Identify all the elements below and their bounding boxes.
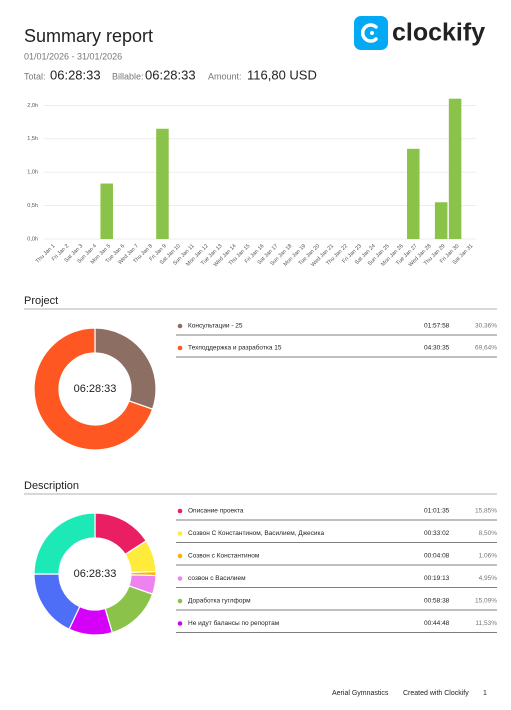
row-duration: 00:19:13 [424, 575, 450, 582]
legend-dot [177, 531, 183, 536]
legend-dot [177, 508, 183, 514]
legend-dot [177, 323, 183, 329]
footer-workspace: Aerial Gymnastics [332, 690, 389, 697]
report-title: Summary report [24, 26, 153, 46]
billable-value: 06:28:33 [145, 67, 196, 82]
bar [448, 98, 462, 239]
total-value: 06:28:33 [50, 67, 101, 82]
row-name: Доработка гуглформ [188, 597, 251, 605]
donut-center-label: 06:28:33 [74, 568, 117, 580]
legend-dot [177, 576, 183, 581]
total-label: Total: [24, 71, 46, 81]
bar [100, 183, 113, 239]
donut-segment [33, 573, 81, 631]
bar [156, 128, 169, 239]
legend-dot [177, 345, 183, 351]
donut-segment [33, 512, 96, 575]
bar [434, 202, 448, 239]
y-tick-label: 0,5h [27, 203, 38, 209]
footer-page: 1 [483, 690, 487, 697]
row-percent: 15,85% [475, 508, 497, 515]
logo-mark [360, 23, 378, 43]
section-title: Description [24, 480, 79, 492]
donut-center-label: 06:28:33 [74, 383, 117, 395]
row-duration: 00:33:02 [424, 530, 450, 537]
row-percent: 15,09% [475, 598, 497, 605]
legend-dot [177, 598, 183, 604]
row-percent: 11,53% [475, 620, 497, 627]
row-name: Техподдержка и разработка 15 [188, 344, 282, 352]
logo-text: clockify [392, 19, 485, 47]
row-duration: 01:57:58 [424, 323, 450, 330]
row-percent: 69,64% [475, 345, 497, 352]
row-duration: 00:04:08 [424, 553, 450, 560]
row-percent: 4,95% [479, 575, 498, 582]
row-name: Созвон с Константином [188, 553, 260, 560]
row-name: Созвон С Константином, Василием, Джесика [188, 530, 325, 537]
y-tick-label: 0,0h [27, 236, 38, 242]
row-name: Не идут балансы по репортам [188, 619, 280, 627]
row-percent: 1,06% [479, 553, 498, 560]
y-tick-label: 1,5h [27, 136, 38, 142]
amount-value: 116,80 USD [247, 67, 317, 82]
row-duration: 01:01:35 [424, 508, 450, 515]
legend-dot [177, 621, 183, 626]
row-percent: 8,50% [479, 530, 498, 537]
y-tick-label: 2,0h [27, 103, 38, 109]
row-percent: 30,36% [475, 323, 497, 330]
row-duration: 00:58:38 [424, 598, 450, 605]
section-title: Project [24, 295, 58, 307]
y-tick-label: 1,0h [27, 170, 38, 176]
amount-label: Amount: [208, 71, 242, 81]
row-duration: 00:44:48 [424, 620, 450, 627]
row-name: Описание проекта [188, 508, 244, 515]
row-duration: 04:30:35 [424, 345, 450, 352]
donut-segment [33, 327, 154, 451]
row-name: Консультации - 25 [188, 323, 243, 330]
row-name: созвон с Василием [188, 575, 246, 582]
donut-segment [104, 585, 154, 634]
legend-dot [177, 553, 183, 559]
bar [407, 148, 420, 239]
date-range: 01/01/2026 - 31/01/2026 [24, 51, 122, 61]
logo-dot [370, 31, 374, 35]
donut-segment [94, 327, 157, 410]
billable-label: Billable: [112, 71, 144, 81]
footer-created: Created with Clockify [403, 690, 469, 697]
